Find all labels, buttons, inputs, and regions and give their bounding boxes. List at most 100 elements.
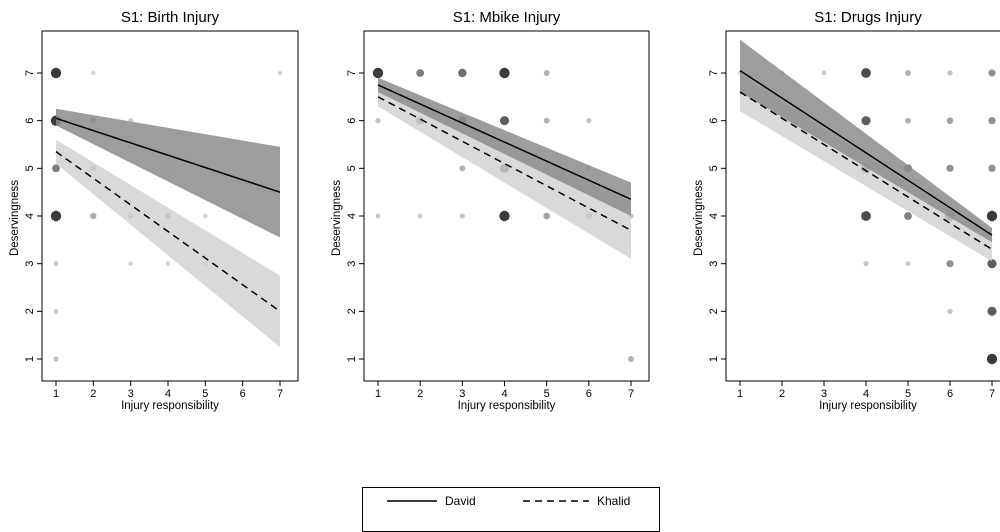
data-point — [905, 70, 911, 76]
x-tick-label: 7 — [989, 388, 995, 400]
legend-item-david: David — [387, 494, 476, 508]
data-point — [905, 261, 911, 267]
fit-line-david — [739, 69, 993, 236]
y-tick-label: 1 — [346, 356, 358, 362]
x-tick-label: 2 — [417, 388, 423, 400]
y-tick-label: 4 — [346, 213, 358, 219]
data-point — [499, 116, 510, 126]
x-tick-label: 3 — [821, 388, 827, 400]
data-point — [947, 308, 953, 314]
y-tick-label: 2 — [708, 308, 720, 314]
data-point — [53, 261, 59, 267]
data-point — [987, 306, 997, 316]
data-point — [946, 260, 954, 268]
data-point — [861, 116, 871, 126]
data-point — [203, 213, 208, 219]
data-point — [628, 356, 634, 362]
y-tick-label: 3 — [708, 261, 720, 267]
ci-band-david — [378, 77, 631, 217]
y-tick-label: 4 — [708, 213, 720, 219]
data-point — [459, 165, 466, 172]
x-axis-label: Injury responsibility — [819, 400, 917, 412]
y-tick-label: 6 — [346, 118, 358, 124]
y-tick-label: 4 — [24, 213, 36, 219]
legend-solid-line-icon — [387, 500, 437, 502]
data-point — [128, 261, 133, 266]
x-tick-label: 7 — [628, 388, 634, 400]
data-point — [277, 70, 283, 76]
panel-3: S1: Drugs Injury 1 2 3 4 5 6 7 1 2 3 4 5 6 7 Injury res… — [693, 9, 1000, 412]
data-point — [586, 118, 592, 124]
x-tick-label: 3 — [128, 388, 134, 400]
data-point — [416, 69, 425, 77]
chart-title: S1: Mbike Injury — [453, 9, 561, 26]
data-point — [946, 117, 954, 124]
fit-line-khalid — [739, 91, 993, 251]
data-point — [375, 213, 381, 219]
y-tick-label: 2 — [24, 308, 36, 314]
data-point — [861, 211, 871, 221]
data-point — [904, 212, 912, 220]
ci-band-khalid — [56, 139, 280, 348]
data-point — [987, 259, 997, 269]
data-point — [53, 356, 59, 362]
fit-line-david — [55, 117, 281, 193]
chart-title: S1: Birth Injury — [121, 9, 220, 26]
fit-line-khalid — [55, 151, 281, 312]
data-point — [52, 164, 60, 173]
x-tick-label: 1 — [737, 388, 743, 400]
y-axis-label: Deservingness — [9, 180, 21, 256]
y-tick-label: 7 — [24, 70, 36, 76]
data-point — [372, 67, 384, 79]
x-axis-label: Injury responsibility — [458, 400, 556, 412]
x-tick-label: 4 — [501, 388, 507, 400]
y-tick-label: 2 — [346, 308, 358, 314]
x-tick-label: 1 — [53, 388, 59, 400]
legend-label-khalid: Khalid — [597, 494, 631, 508]
x-tick-label: 2 — [779, 388, 785, 400]
data-point — [863, 261, 869, 267]
ci-band-david — [740, 39, 992, 243]
data-point — [50, 67, 62, 79]
data-point — [91, 70, 96, 76]
ci-band-khalid — [378, 84, 631, 259]
data-point — [905, 117, 911, 124]
legend-dashed-line-icon — [523, 500, 589, 502]
data-point — [90, 212, 97, 220]
x-tick-label: 1 — [375, 388, 381, 400]
data-point — [947, 70, 953, 76]
fit-line-david — [377, 84, 632, 201]
data-point — [459, 213, 465, 219]
x-tick-label: 6 — [947, 388, 953, 400]
y-axis-label: Deservingness — [693, 180, 705, 256]
data-point — [821, 70, 827, 76]
legend: David Khalid — [362, 487, 660, 532]
y-tick-label: 3 — [346, 261, 358, 267]
y-tick-label: 1 — [708, 356, 720, 362]
data-point — [946, 164, 954, 172]
data-point — [543, 70, 550, 76]
x-tick-label: 6 — [240, 388, 246, 400]
x-tick-label: 6 — [586, 388, 592, 400]
data-point — [861, 68, 871, 78]
data-point — [543, 117, 550, 124]
legend-label-david: David — [445, 494, 476, 508]
data-point — [499, 67, 510, 79]
panel-2: S1: Mbike Injury 1 2 3 4 5 6 7 1 2 3 4 5 6 7 Injury res… — [331, 9, 650, 412]
x-tick-label: 5 — [905, 388, 911, 400]
data-point — [375, 118, 381, 124]
data-point — [458, 68, 467, 78]
ci-band-david — [56, 108, 280, 238]
data-point — [50, 210, 62, 222]
data-point — [986, 210, 998, 222]
chart-title: S1: Drugs Injury — [814, 9, 922, 26]
y-tick-label: 5 — [708, 165, 720, 171]
data-point — [165, 261, 171, 266]
data-point — [988, 69, 996, 77]
data-point — [988, 164, 996, 172]
x-tick-label: 7 — [277, 388, 283, 400]
chart-canvas: S1: Birth Injury 1 2 3 4 5 6 7 1 2 3 4 5 6 7 Injury res… — [9, 9, 1000, 412]
y-tick-label: 1 — [24, 356, 36, 362]
data-point — [499, 210, 510, 222]
y-axis-label: Deservingness — [331, 180, 343, 256]
